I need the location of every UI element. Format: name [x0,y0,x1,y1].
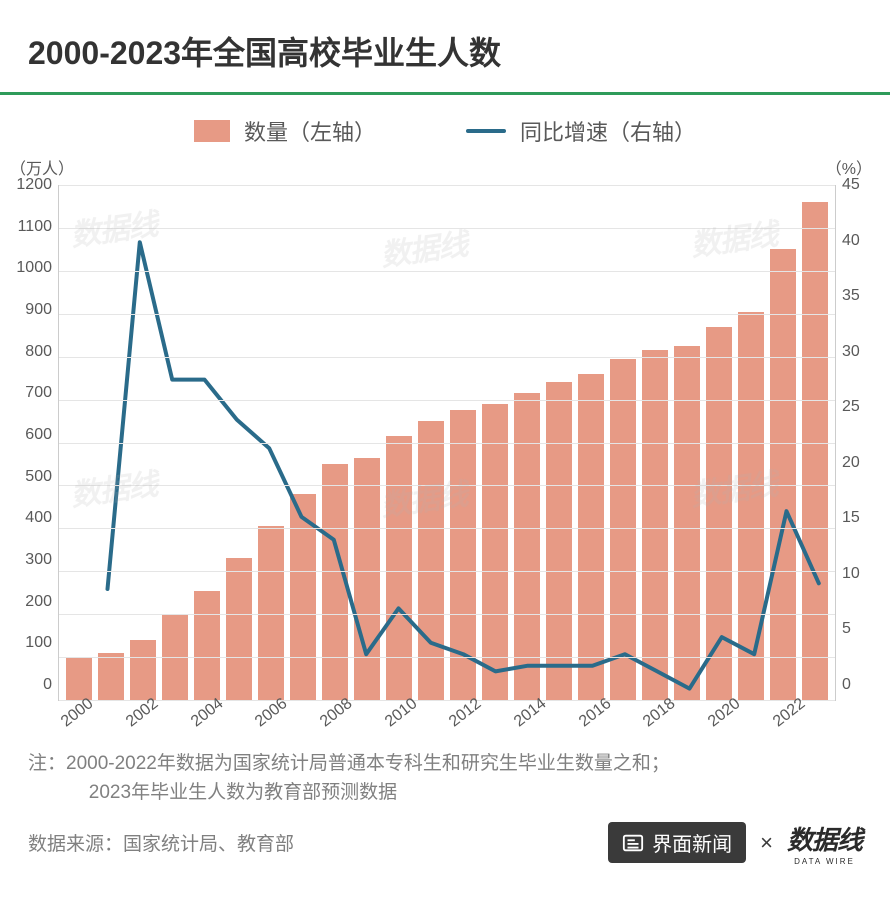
y-left-tick: 100 [10,635,52,651]
y-axis-left: 1200110010009008007006005004003002001000 [10,185,52,701]
logos: 界面新闻 × 数据线 DATA WIRE [608,820,862,866]
grid-line [59,571,835,572]
grid-line [59,314,835,315]
y-left-tick: 900 [10,302,52,318]
grid-line [59,485,835,486]
grid-line [59,357,835,358]
y-right-tick: 5 [842,621,872,637]
legend-swatch-bar [194,120,230,142]
jiemian-logo: 界面新闻 [608,822,746,863]
axis-unit-labels: （万人） （%） [0,155,890,179]
grid-line [59,528,835,529]
legend: 数量（左轴） 同比增速（右轴） [0,95,890,155]
y-left-tick: 1100 [10,219,52,235]
y-right-tick: 45 [842,177,872,193]
news-icon [622,832,644,854]
grid-line [59,443,835,444]
source-row: 数据来源：国家统计局、教育部 界面新闻 × 数据线 DATA WIRE [0,808,890,866]
y-left-tick: 400 [10,510,52,526]
y-right-tick: 35 [842,288,872,304]
grid-line [59,271,835,272]
source-text: 国家统计局、教育部 [123,834,294,855]
y-right-tick: 15 [842,510,872,526]
y-right-tick: 10 [842,566,872,582]
datawire-text: 数据线 [787,825,862,855]
y-left-tick: 0 [10,677,52,693]
x-axis: 2000200220042006200820102012201420162018… [58,711,836,761]
note-line2: 2023年毕业生人数为教育部预测数据 [28,778,862,807]
grid-line [59,700,835,701]
legend-item-bar: 数量（左轴） [194,115,376,147]
legend-swatch-line [466,129,506,133]
grid-line [59,400,835,401]
source-prefix: 数据来源： [28,834,123,855]
y-right-tick: 40 [842,233,872,249]
logo-separator: × [760,830,773,856]
y-left-tick: 300 [10,552,52,568]
y-axis-right: 454035302520151050 [842,185,872,701]
grid-line [59,657,835,658]
y-left-tick: 1200 [10,177,52,193]
y-right-tick: 0 [842,677,872,693]
data-source: 数据来源：国家统计局、教育部 [28,829,294,856]
y-right-tick: 30 [842,344,872,360]
grid-line [59,185,835,186]
y-left-tick: 1000 [10,260,52,276]
datawire-logo: 数据线 DATA WIRE [787,820,862,866]
y-left-tick: 500 [10,469,52,485]
legend-label-line: 同比增速（右轴） [520,115,696,147]
growth-line [108,242,819,688]
y-left-tick: 700 [10,385,52,401]
chart-title: 2000-2023年全国高校毕业生人数 [0,0,890,95]
chart-area: 1200110010009008007006005004003002001000… [10,185,872,725]
legend-label-bar: 数量（左轴） [244,115,376,147]
grid-line [59,614,835,615]
y-right-tick: 20 [842,455,872,471]
plot-area [58,185,836,701]
y-left-tick: 200 [10,594,52,610]
jiemian-text: 界面新闻 [652,828,732,857]
y-left-tick: 800 [10,344,52,360]
y-left-tick: 600 [10,427,52,443]
datawire-subtext: DATA WIRE [787,857,862,866]
grid-line [59,228,835,229]
y-right-tick: 25 [842,399,872,415]
legend-item-line: 同比增速（右轴） [466,115,696,147]
